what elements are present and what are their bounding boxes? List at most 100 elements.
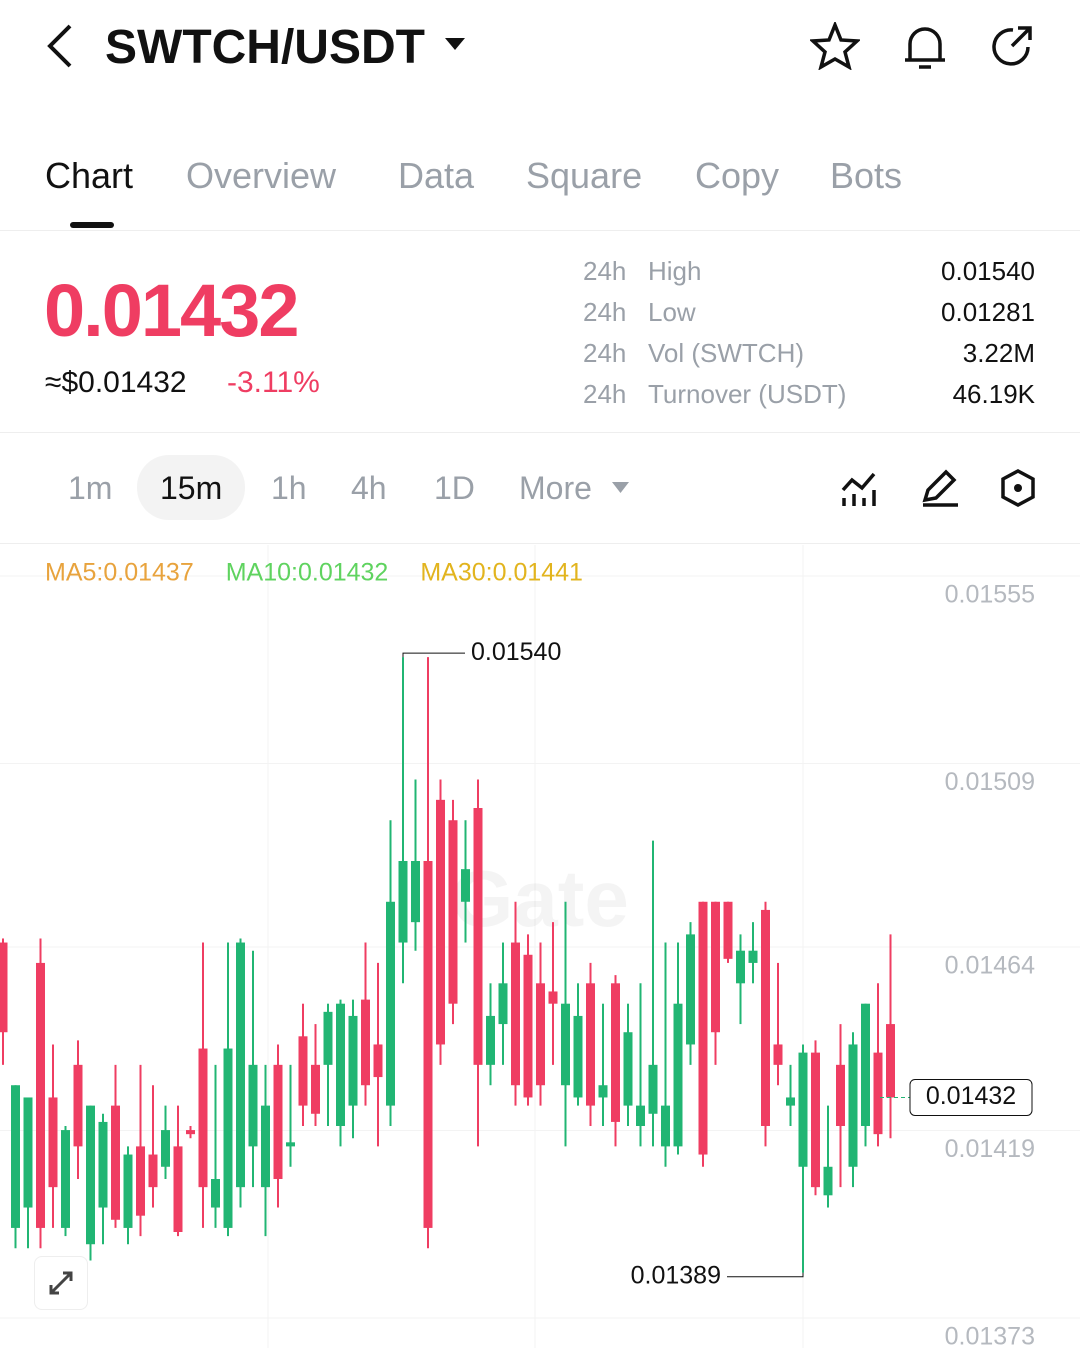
divider xyxy=(0,230,1080,231)
candle-body xyxy=(148,1154,158,1188)
tab[interactable]: Data xyxy=(398,155,475,196)
candle-body xyxy=(186,1130,195,1135)
candle-body xyxy=(561,1003,570,1086)
timeframe[interactable]: More xyxy=(519,470,592,506)
candle-body xyxy=(161,1130,170,1167)
candle-body xyxy=(686,934,695,1045)
y-tick-label: 0.01373 xyxy=(945,1323,1035,1348)
candle-body xyxy=(211,1179,220,1208)
candle-body xyxy=(398,861,408,943)
timeframe[interactable]: 15m xyxy=(160,470,223,506)
stat-label: Turnover (USDT) xyxy=(648,379,847,409)
candle-body xyxy=(811,1052,820,1188)
low-marker-label: 0.01389 xyxy=(631,1261,721,1289)
candle-body xyxy=(236,942,245,1188)
candle-body xyxy=(673,1003,683,1147)
candle-body xyxy=(586,983,595,1106)
candle-body xyxy=(348,1015,358,1106)
candle-body xyxy=(248,1064,258,1147)
candle-body xyxy=(573,1015,583,1098)
candle-body xyxy=(373,1044,383,1078)
star-icon[interactable] xyxy=(810,22,860,70)
draw-icon[interactable] xyxy=(920,468,962,508)
candle-body xyxy=(773,1044,783,1065)
candle-body xyxy=(48,1097,58,1188)
candle-body xyxy=(886,1024,895,1098)
candle-body xyxy=(823,1166,833,1196)
candle-body xyxy=(73,1064,83,1147)
candle-body xyxy=(386,901,395,1106)
last-price-label: 0.01432 xyxy=(926,1082,1016,1110)
stat-period: 24h xyxy=(583,297,627,327)
candle-body xyxy=(861,1003,870,1126)
ma-legend: MA10:0.01432 xyxy=(226,559,389,587)
last-price-box xyxy=(909,1078,1033,1116)
candle-body xyxy=(273,1064,283,1179)
candle-body xyxy=(11,1085,20,1228)
expand-button[interactable] xyxy=(34,1256,88,1310)
divider xyxy=(0,543,1080,544)
candle-body xyxy=(223,1048,233,1228)
timeframe[interactable]: 1m xyxy=(68,470,113,506)
high-marker-label: 0.01540 xyxy=(471,638,561,666)
candle-body xyxy=(623,1032,633,1106)
tab[interactable]: Square xyxy=(526,155,643,196)
candle-body xyxy=(286,1142,295,1147)
candle-body xyxy=(798,1052,808,1167)
candle-body xyxy=(298,1036,308,1106)
candle-body xyxy=(648,1064,658,1114)
tab[interactable]: Chart xyxy=(45,155,134,196)
stat-value: 0.01281 xyxy=(941,297,1035,327)
stat-period: 24h xyxy=(583,379,627,409)
share-icon[interactable] xyxy=(988,22,1038,72)
candle-body xyxy=(761,909,770,1126)
y-tick-label: 0.01464 xyxy=(945,952,1035,980)
candle-body xyxy=(548,991,558,1004)
candle-body xyxy=(498,983,508,1025)
ma-legend: MA5:0.01437 xyxy=(45,559,194,587)
candle-body xyxy=(23,1097,33,1208)
indicator-icon[interactable] xyxy=(840,470,880,508)
price-change: -3.11% xyxy=(227,366,320,399)
y-tick-label: 0.01509 xyxy=(945,768,1035,796)
candle-body xyxy=(698,901,708,1155)
candle-body xyxy=(98,1121,108,1208)
timeframe[interactable]: 1D xyxy=(434,470,475,506)
stat-value: 0.01540 xyxy=(941,256,1035,286)
candle-chart: 0.013730.014190.014640.015090.01555GateM… xyxy=(0,545,1080,1348)
stat-label: High xyxy=(648,256,702,286)
candle-body xyxy=(361,999,370,1086)
ma-legend: MA30:0.01441 xyxy=(420,559,583,587)
candle-body xyxy=(311,1064,320,1114)
candle-body xyxy=(786,1097,795,1106)
candle-body xyxy=(111,1105,120,1220)
candle-body xyxy=(873,1052,883,1135)
back-icon[interactable] xyxy=(40,22,80,72)
pair-title[interactable]: SWTCH/USDT xyxy=(105,21,425,74)
candle-body xyxy=(598,1085,608,1098)
candle-body xyxy=(173,1146,183,1232)
candle-body xyxy=(261,1105,270,1188)
timeframe[interactable]: 1h xyxy=(271,470,307,506)
candle-body xyxy=(448,820,458,1004)
candle-body xyxy=(711,901,720,1033)
dropdown-icon[interactable] xyxy=(445,38,467,52)
stat-label: Low xyxy=(648,297,696,327)
candle-body xyxy=(36,962,45,1228)
tab-indicator xyxy=(70,222,114,228)
candle-body xyxy=(0,942,8,1033)
candle-body xyxy=(323,1011,333,1065)
bell-icon[interactable] xyxy=(900,22,950,72)
timeframe[interactable]: 4h xyxy=(351,470,387,506)
tab[interactable]: Copy xyxy=(695,155,780,196)
tab[interactable]: Bots xyxy=(830,155,903,196)
candle-body xyxy=(411,861,420,923)
more-arrow[interactable] xyxy=(612,482,630,494)
tab[interactable]: Overview xyxy=(186,155,337,196)
candle-body xyxy=(523,954,533,1098)
stat-value: 3.22M xyxy=(962,338,1035,368)
candle-body xyxy=(486,1015,495,1065)
stat-label: Vol (SWTCH) xyxy=(648,338,804,368)
settings-icon[interactable] xyxy=(998,468,1040,510)
